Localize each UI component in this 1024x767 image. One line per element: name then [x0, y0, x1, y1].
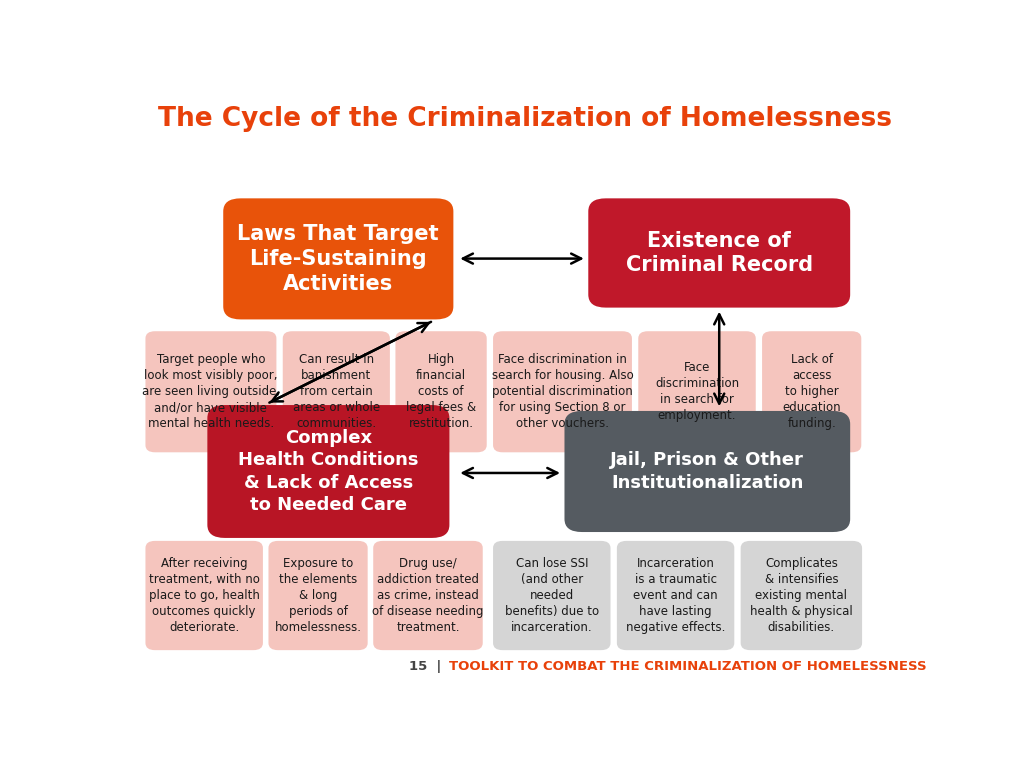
Text: After receiving
treatment, with no
place to go, health
outcomes quickly
deterior: After receiving treatment, with no place…: [148, 557, 260, 634]
Text: Laws That Target
Life-Sustaining
Activities: Laws That Target Life-Sustaining Activit…: [238, 224, 439, 294]
FancyBboxPatch shape: [283, 331, 390, 453]
Text: Complicates
& intensifies
existing mental
health & physical
disabilities.: Complicates & intensifies existing menta…: [750, 557, 853, 634]
Text: Can result in
banishment
from certain
areas or whole
communities.: Can result in banishment from certain ar…: [293, 354, 380, 430]
Text: Can lose SSI
(and other
needed
benefits) due to
incarceration.: Can lose SSI (and other needed benefits)…: [505, 557, 599, 634]
FancyBboxPatch shape: [268, 541, 368, 650]
FancyBboxPatch shape: [207, 405, 450, 538]
Text: Face
discrimination
in search for
employment.: Face discrimination in search for employ…: [655, 361, 739, 423]
Text: Exposure to
the elements
& long
periods of
homelessness.: Exposure to the elements & long periods …: [274, 557, 361, 634]
Text: Incarceration
is a traumatic
event and can
have lasting
negative effects.: Incarceration is a traumatic event and c…: [626, 557, 725, 634]
Text: High
financial
costs of
legal fees &
restitution.: High financial costs of legal fees & res…: [406, 354, 476, 430]
FancyBboxPatch shape: [740, 541, 862, 650]
FancyBboxPatch shape: [616, 541, 734, 650]
FancyBboxPatch shape: [373, 541, 482, 650]
Text: Existence of
Criminal Record: Existence of Criminal Record: [626, 231, 813, 275]
FancyBboxPatch shape: [588, 199, 850, 308]
FancyBboxPatch shape: [494, 541, 610, 650]
FancyBboxPatch shape: [638, 331, 756, 453]
FancyBboxPatch shape: [494, 331, 632, 453]
FancyBboxPatch shape: [762, 331, 861, 453]
Text: Lack of
access
to higher
education
funding.: Lack of access to higher education fundi…: [782, 354, 841, 430]
FancyBboxPatch shape: [395, 331, 486, 453]
Text: TOOLKIT TO COMBAT THE CRIMINALIZATION OF HOMELESSNESS: TOOLKIT TO COMBAT THE CRIMINALIZATION OF…: [450, 660, 927, 673]
Text: Complex
Health Conditions
& Lack of Access
to Needed Care: Complex Health Conditions & Lack of Acce…: [239, 430, 419, 514]
Text: 15  |: 15 |: [410, 660, 441, 673]
FancyBboxPatch shape: [223, 199, 454, 319]
FancyBboxPatch shape: [564, 411, 850, 532]
Text: Jail, Prison & Other
Institutionalization: Jail, Prison & Other Institutionalizatio…: [610, 452, 804, 492]
FancyBboxPatch shape: [145, 331, 276, 453]
Text: The Cycle of the Criminalization of Homelessness: The Cycle of the Criminalization of Home…: [158, 106, 892, 132]
Text: Drug use/
addiction treated
as crime, instead
of disease needing
treatment.: Drug use/ addiction treated as crime, in…: [373, 557, 483, 634]
FancyBboxPatch shape: [145, 541, 263, 650]
Text: Target people who
look most visibly poor,
are seen living outside,
and/or have v: Target people who look most visibly poor…: [142, 354, 280, 430]
Text: Face discrimination in
search for housing. Also
potential discrimination
for usi: Face discrimination in search for housin…: [492, 354, 634, 430]
